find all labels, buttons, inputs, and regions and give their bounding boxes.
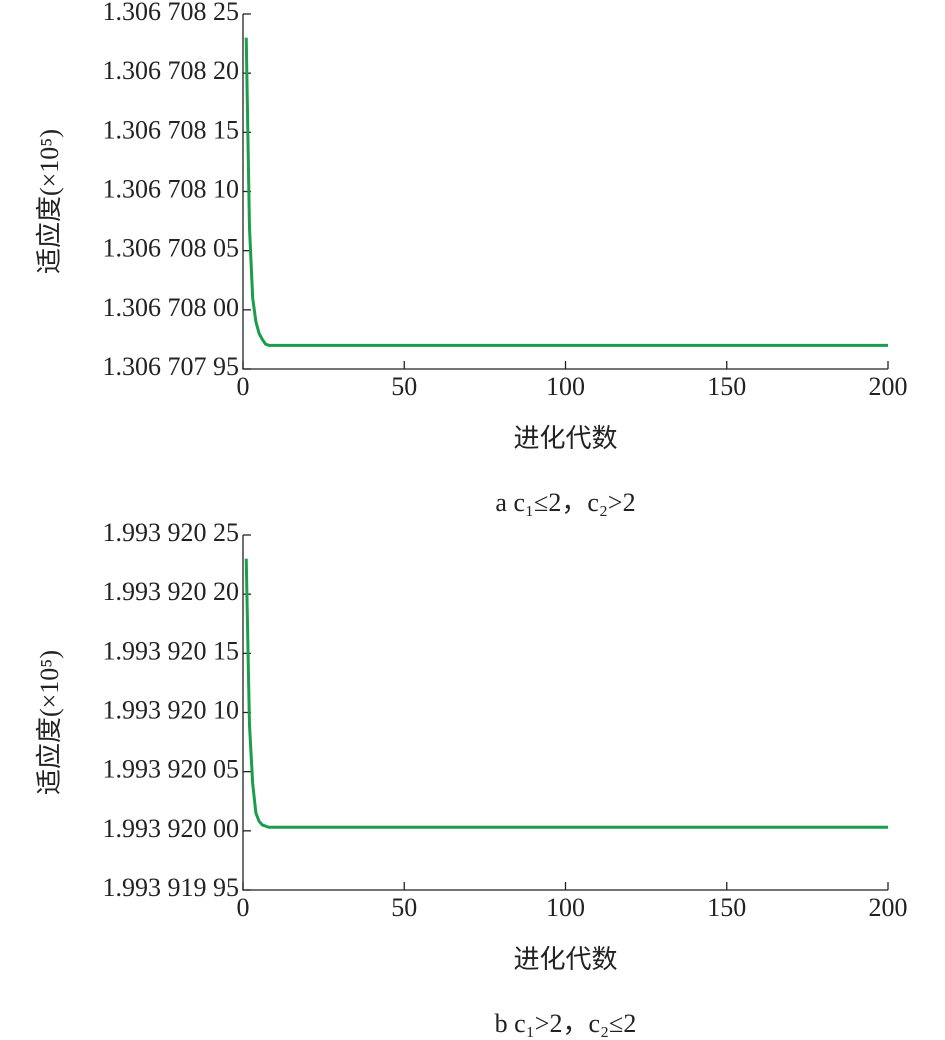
x-tick-label: 100 [546, 372, 585, 401]
y-tick-label: 1.306 707 95 [103, 352, 240, 381]
y-tick-label: 1.306 708 20 [103, 56, 240, 85]
x-tick-label: 200 [869, 893, 908, 922]
y-tick-label: 1.306 708 00 [103, 293, 240, 322]
y-tick-label: 1.306 708 25 [103, 0, 240, 26]
x-tick-label: 150 [707, 372, 746, 401]
x-tick-label: 0 [237, 372, 250, 401]
line [244, 37, 888, 347]
y-tick-label: 1.993 920 00 [103, 814, 240, 843]
y-tick-label: 1.993 920 25 [103, 518, 240, 547]
x-tick-label: 150 [707, 893, 746, 922]
caption: b c₁>2，c₂≤2 [495, 1009, 637, 1038]
y-tick-label: 1.993 920 20 [103, 577, 240, 606]
y-axis-label: 适应度(×10⁵) [35, 129, 64, 274]
y-tick-label: 1.993 920 10 [103, 695, 240, 724]
line [244, 558, 888, 829]
y-tick-label: 1.306 708 15 [103, 115, 240, 144]
caption: a c₁≤2，c₂>2 [495, 488, 635, 517]
y-tick-label: 1.993 919 95 [103, 873, 240, 902]
x-tick-label: 50 [391, 372, 417, 401]
y-tick-label: 1.993 920 15 [103, 636, 240, 665]
x-tick-label: 200 [869, 372, 908, 401]
y-axis-label: 适应度(×10⁵) [35, 650, 64, 795]
axis [242, 535, 888, 891]
x-tick-label: 50 [391, 893, 417, 922]
x-axis-label: 进化代数 [513, 424, 617, 453]
x-tick-label: 0 [237, 893, 250, 922]
axis [242, 14, 888, 370]
y-tick-label: 1.306 708 10 [103, 174, 240, 203]
y-tick-label: 1.993 920 05 [103, 755, 240, 784]
x-tick-label: 100 [546, 893, 585, 922]
x-axis-label: 进化代数 [513, 945, 617, 974]
y-tick-label: 1.306 708 05 [103, 234, 240, 263]
